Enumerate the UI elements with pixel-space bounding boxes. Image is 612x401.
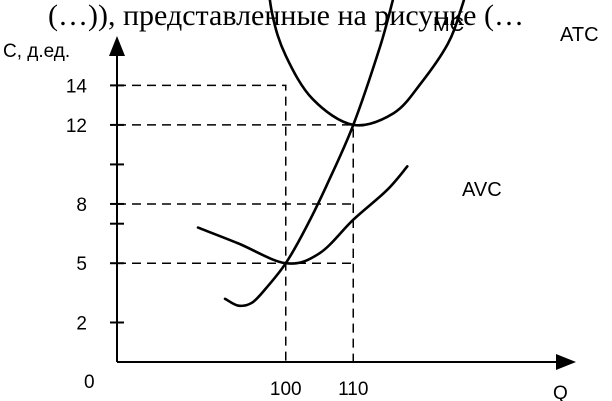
x-axis-label: Q	[553, 383, 568, 401]
y-tick-label-2: 2	[76, 313, 87, 334]
origin-label: 0	[84, 372, 95, 393]
axis-ticks: 2 5 8 12 14 100 110	[66, 76, 369, 400]
guide-line-14	[117, 84, 287, 362]
mc-curve	[223, 0, 395, 308]
atc-curve-label: ATC	[560, 24, 599, 46]
avc-curve-label: AVC	[462, 179, 502, 201]
x-tick-label-100: 100	[270, 379, 302, 400]
atc-curve	[268, 0, 466, 127]
y-tick-label-8: 8	[76, 195, 87, 216]
avc-curve	[196, 165, 409, 265]
x-tick-label-110: 110	[338, 379, 368, 400]
y-tick-label-12: 12	[66, 116, 87, 137]
cropped-caption-text: (…)), представленные на рисунке (…	[48, 0, 524, 32]
y-tick-label-5: 5	[76, 254, 87, 275]
y-axis-arrow-icon	[109, 36, 125, 56]
y-tick-label-14: 14	[66, 76, 88, 97]
guide-line-12	[117, 124, 354, 362]
x-axis-arrow-icon	[556, 354, 576, 370]
y-axis-label: С, д.ед.	[3, 41, 70, 62]
guide-lines	[117, 84, 354, 362]
